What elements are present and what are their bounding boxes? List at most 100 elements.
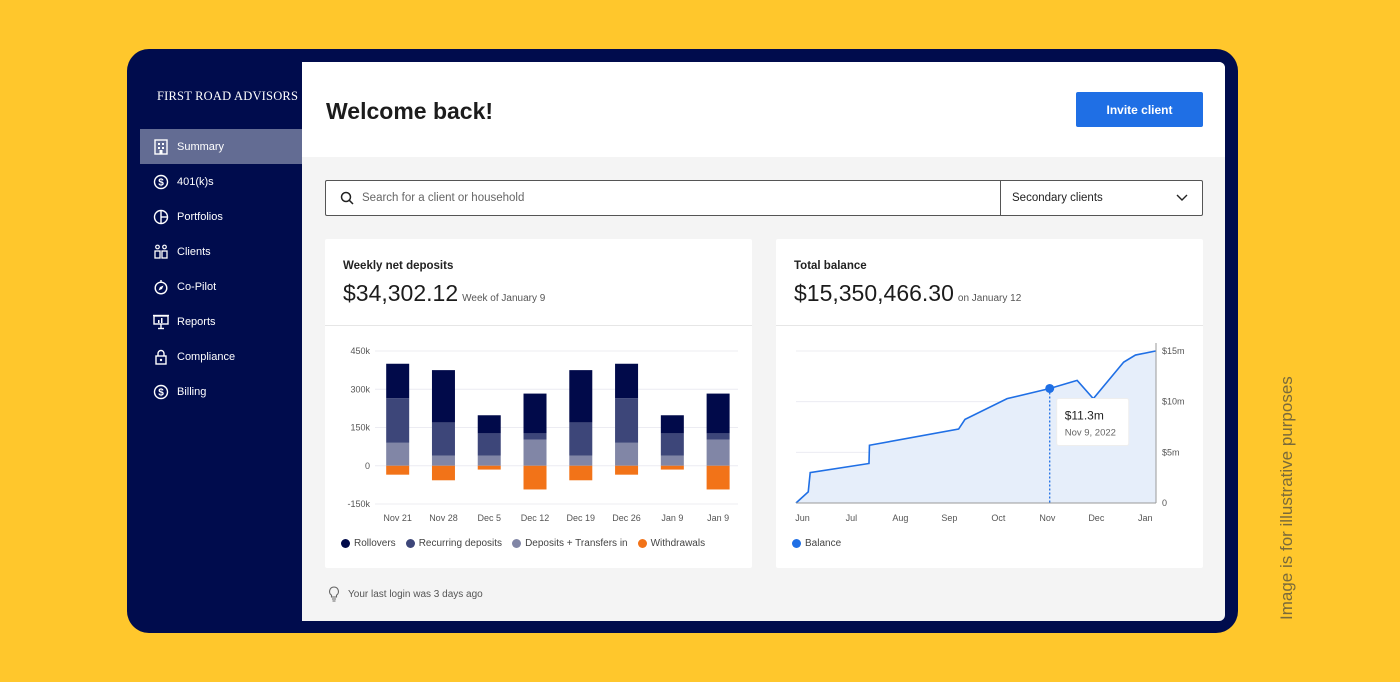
- sidebar-item-reports[interactable]: Reports: [140, 304, 302, 339]
- y-tick-label: $15m: [1162, 346, 1185, 356]
- bar-rollovers: [660, 415, 684, 434]
- bar-recurring: [386, 398, 410, 443]
- x-tick-label: Dec: [1088, 513, 1105, 523]
- sidebar-item-compliance[interactable]: Compliance: [140, 339, 302, 374]
- lightbulb-icon: [329, 586, 339, 602]
- legend-dot: [341, 539, 350, 548]
- dollar-circle-icon: $: [153, 174, 169, 190]
- card-label: Weekly net deposits: [343, 260, 454, 272]
- balance-area: [796, 351, 1156, 503]
- search-input[interactable]: Search for a client or household: [326, 181, 1000, 215]
- bar-withdrawals: [386, 465, 410, 475]
- bar-rollovers: [477, 415, 501, 434]
- bar-rollovers: [706, 393, 730, 434]
- balance-date: on January 12: [957, 293, 1022, 304]
- dollar-circle-icon: $: [153, 384, 169, 400]
- y-tick-label: 150k: [350, 423, 370, 433]
- sidebar-item-401-k-s[interactable]: $401(k)s: [140, 164, 302, 199]
- bar-deposits: [386, 442, 410, 466]
- weekly-deposits-card: Weekly net deposits $34,302.12 Week of Ja…: [325, 239, 752, 568]
- bar-deposits: [523, 439, 547, 466]
- brand-logo: FIRST ROAD ADVISORS: [157, 89, 299, 103]
- y-tick-label: 450k: [350, 346, 370, 356]
- bar-rollovers: [569, 370, 593, 423]
- y-tick-label: 300k: [350, 384, 370, 394]
- sidebar-item-label: Compliance: [177, 350, 236, 363]
- chevron-down-icon: [1176, 194, 1188, 201]
- lock-icon: [153, 349, 169, 365]
- legend-label: Balance: [805, 538, 842, 549]
- bar-recurring: [615, 398, 639, 443]
- bar-recurring: [431, 422, 455, 456]
- sidebar-item-label: Summary: [177, 140, 225, 153]
- tooltip-value: $11.3m: [1065, 408, 1104, 422]
- sidebar-item-label: Co-Pilot: [177, 280, 217, 293]
- legend-item: Withdrawals: [637, 538, 705, 549]
- card-label: Total balance: [794, 260, 867, 272]
- sidebar-item-portfolios[interactable]: Portfolios: [140, 199, 302, 234]
- legend-dot: [792, 539, 801, 548]
- x-tick-label: Nov: [1039, 513, 1056, 523]
- building-icon: [153, 138, 169, 155]
- client-filter-select[interactable]: Secondary clients: [1000, 181, 1202, 215]
- x-tick-label: Sep: [941, 513, 957, 523]
- legend-item: Balance: [792, 538, 841, 549]
- sidebar-item-label: Portfolios: [177, 210, 223, 223]
- bar-deposits: [706, 439, 730, 466]
- balance-line: [795, 350, 1156, 504]
- sidebar-nav: Summary $401(k)s Portfolios Clients Co-Pilot…: [140, 129, 302, 409]
- sidebar-item-label: Billing: [177, 385, 207, 398]
- bar-deposits: [615, 442, 639, 466]
- sidebar-item-billing[interactable]: $ Billing: [140, 374, 302, 409]
- invite-client-button[interactable]: Invite client: [1076, 92, 1203, 127]
- last-login-text: Your last login was 3 days ago: [348, 588, 483, 600]
- bar-chart-legend: Rollovers Recurring deposits Deposits + Tr…: [341, 538, 705, 549]
- bar-withdrawals: [523, 465, 547, 490]
- x-tick-label: Jul: [846, 513, 858, 523]
- x-tick-label: Dec 12: [521, 513, 550, 523]
- legend-item: Rollovers: [341, 538, 396, 549]
- bar-rollovers: [431, 370, 455, 423]
- compass-icon: [153, 279, 169, 295]
- bar-rollovers: [386, 363, 410, 399]
- y-tick-label: 0: [1162, 498, 1167, 508]
- search-bar: Search for a client or household Seconda…: [325, 180, 1203, 216]
- sidebar-item-label: Reports: [177, 315, 216, 328]
- x-tick-label: Jun: [795, 513, 810, 523]
- svg-text:$: $: [158, 387, 164, 398]
- people-icon: [153, 244, 169, 260]
- search-placeholder: Search for a client or household: [362, 192, 525, 204]
- main-content: Welcome back! Invite client Search for a…: [302, 62, 1225, 621]
- x-tick-label: Dec 5: [477, 513, 501, 523]
- sidebar-item-clients[interactable]: Clients: [140, 234, 302, 269]
- client-filter-value: Secondary clients: [1012, 192, 1103, 204]
- legend-dot: [637, 539, 647, 548]
- sidebar-item-label: 401(k)s: [177, 175, 214, 188]
- balance-amount: $15,350,466.30: [794, 280, 954, 306]
- line-chart-legend: Balance: [792, 538, 841, 549]
- bar-withdrawals: [615, 465, 639, 475]
- sidebar-item-co-pilot[interactable]: Co-Pilot: [140, 269, 302, 304]
- svg-text:$: $: [158, 177, 164, 188]
- x-tick-label: Jan 9: [707, 513, 729, 523]
- y-tick-label: -150k: [347, 499, 370, 509]
- bar-recurring: [660, 433, 684, 456]
- bar-deposits: [477, 455, 501, 466]
- y-tick-label: $10m: [1162, 397, 1185, 407]
- legend-label: Deposits + Transfers in: [525, 538, 628, 549]
- total-balance-card: Total balance $15,350,466.30 on January 1…: [776, 239, 1203, 568]
- y-tick-label: 0: [365, 461, 370, 471]
- sidebar-item-summary[interactable]: Summary: [140, 129, 302, 164]
- page-header: Welcome back! Invite client: [302, 62, 1225, 157]
- bar-withdrawals: [660, 465, 684, 470]
- x-tick-label: Dec 26: [612, 513, 641, 523]
- page-title: Welcome back!: [326, 98, 494, 124]
- bar-withdrawals: [431, 465, 455, 481]
- y-tick-label: $5m: [1162, 447, 1180, 457]
- bar-withdrawals: [706, 465, 730, 490]
- x-tick-label: Jan 9: [661, 513, 683, 523]
- x-tick-label: Oct: [991, 513, 1006, 523]
- x-tick-label: Nov 21: [383, 513, 412, 523]
- bar-deposits: [660, 455, 684, 466]
- bar-rollovers: [615, 363, 639, 399]
